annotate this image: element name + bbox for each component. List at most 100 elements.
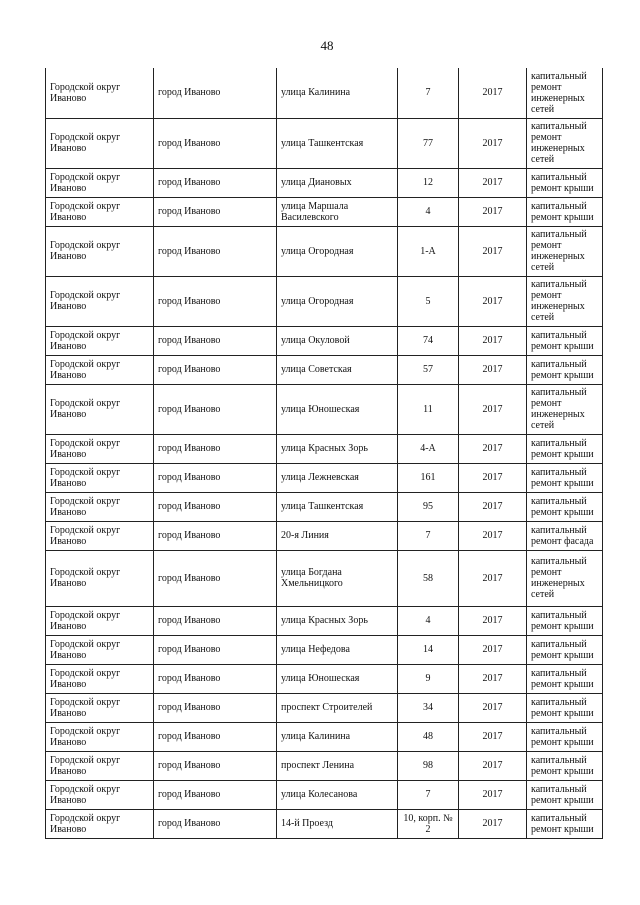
cell-street: проспект Ленина xyxy=(276,750,398,781)
cell-work: капитальный ремонт крыши xyxy=(526,779,603,810)
cell-district: Городской округ Иваново xyxy=(45,354,154,385)
cell-district: Городской округ Иваново xyxy=(45,549,154,607)
cell-year: 2017 xyxy=(458,433,527,464)
cell-work: капитальный ремонт крыши xyxy=(526,354,603,385)
cell-work: капитальный ремонт крыши xyxy=(526,491,603,522)
cell-district: Городской округ Иваново xyxy=(45,383,154,435)
cell-street: улица Калинина xyxy=(276,721,398,752)
cell-street: улица Красных Зорь xyxy=(276,605,398,636)
cell-year: 2017 xyxy=(458,750,527,781)
cell-work: капитальный ремонт инженерных сетей xyxy=(526,549,603,607)
cell-house: 11 xyxy=(397,383,459,435)
table-row: Городской округ Иваново город Иваново улиц… xyxy=(45,779,603,810)
cell-district: Городской округ Иваново xyxy=(45,433,154,464)
table-row: Городской округ Иваново город Иваново улиц… xyxy=(45,167,603,198)
table-row: Городской округ Иваново город Иваново улиц… xyxy=(45,383,603,435)
table-row: Городской округ Иваново город Иваново улиц… xyxy=(45,117,603,169)
cell-city: город Иваново xyxy=(153,808,277,839)
cell-work: капитальный ремонт крыши xyxy=(526,808,603,839)
cell-house: 7 xyxy=(397,779,459,810)
cell-street: улица Юношеская xyxy=(276,663,398,694)
table-row: Городской округ Иваново город Иваново 14-й… xyxy=(45,808,603,839)
cell-house: 77 xyxy=(397,117,459,169)
cell-house: 74 xyxy=(397,325,459,356)
cell-city: город Иваново xyxy=(153,167,277,198)
cell-city: город Иваново xyxy=(153,325,277,356)
cell-house: 12 xyxy=(397,167,459,198)
cell-work: капитальный ремонт крыши xyxy=(526,167,603,198)
cell-work: капитальный ремонт инженерных сетей xyxy=(526,383,603,435)
cell-city: город Иваново xyxy=(153,117,277,169)
table-row: Городской округ Иваново город Иваново улиц… xyxy=(45,549,603,607)
cell-city: город Иваново xyxy=(153,779,277,810)
cell-district: Городской округ Иваново xyxy=(45,68,154,119)
cell-year: 2017 xyxy=(458,68,527,119)
cell-year: 2017 xyxy=(458,808,527,839)
cell-district: Городской округ Иваново xyxy=(45,605,154,636)
cell-house: 95 xyxy=(397,491,459,522)
table-row: Городской округ Иваново город Иваново прос… xyxy=(45,750,603,781)
cell-work: капитальный ремонт инженерных сетей xyxy=(526,275,603,327)
cell-year: 2017 xyxy=(458,117,527,169)
cell-district: Городской округ Иваново xyxy=(45,325,154,356)
cell-street: улица Огородная xyxy=(276,275,398,327)
table-row: Городской округ Иваново город Иваново улиц… xyxy=(45,68,603,119)
cell-year: 2017 xyxy=(458,383,527,435)
cell-year: 2017 xyxy=(458,634,527,665)
cell-work: капитальный ремонт крыши xyxy=(526,433,603,464)
table-row: Городской округ Иваново город Иваново улиц… xyxy=(45,325,603,356)
cell-year: 2017 xyxy=(458,549,527,607)
cell-year: 2017 xyxy=(458,462,527,493)
cell-work: капитальный ремонт крыши xyxy=(526,634,603,665)
cell-street: улица Окуловой xyxy=(276,325,398,356)
cell-work: капитальный ремонт крыши xyxy=(526,325,603,356)
cell-house: 5 xyxy=(397,275,459,327)
table-row: Городской округ Иваново город Иваново улиц… xyxy=(45,433,603,464)
cell-year: 2017 xyxy=(458,663,527,694)
table-row: Городской округ Иваново город Иваново улиц… xyxy=(45,225,603,277)
cell-district: Городской округ Иваново xyxy=(45,520,154,551)
cell-city: город Иваново xyxy=(153,605,277,636)
cell-city: город Иваново xyxy=(153,354,277,385)
table-row: Городской округ Иваново город Иваново улиц… xyxy=(45,491,603,522)
cell-street: улица Богдана Хмельницкого xyxy=(276,549,398,607)
cell-street: улица Диановых xyxy=(276,167,398,198)
cell-work: капитальный ремонт инженерных сетей xyxy=(526,117,603,169)
cell-work: капитальный ремонт крыши xyxy=(526,721,603,752)
cell-house: 57 xyxy=(397,354,459,385)
table-row: Городской округ Иваново город Иваново улиц… xyxy=(45,354,603,385)
cell-house: 161 xyxy=(397,462,459,493)
cell-city: город Иваново xyxy=(153,383,277,435)
cell-house: 14 xyxy=(397,634,459,665)
cell-street: 14-й Проезд xyxy=(276,808,398,839)
cell-street: 20-я Линия xyxy=(276,520,398,551)
cell-street: улица Советская xyxy=(276,354,398,385)
cell-district: Городской округ Иваново xyxy=(45,225,154,277)
cell-district: Городской округ Иваново xyxy=(45,750,154,781)
cell-street: улица Колесанова xyxy=(276,779,398,810)
cell-street: улица Лежневская xyxy=(276,462,398,493)
cell-year: 2017 xyxy=(458,721,527,752)
cell-work: капитальный ремонт инженерных сетей xyxy=(526,225,603,277)
cell-street: улица Красных Зорь xyxy=(276,433,398,464)
table-row: Городской округ Иваново город Иваново улиц… xyxy=(45,663,603,694)
cell-city: город Иваново xyxy=(153,68,277,119)
cell-year: 2017 xyxy=(458,325,527,356)
cell-city: город Иваново xyxy=(153,196,277,227)
cell-city: город Иваново xyxy=(153,520,277,551)
cell-year: 2017 xyxy=(458,196,527,227)
cell-district: Городской округ Иваново xyxy=(45,634,154,665)
cell-street: улица Маршала Василевского xyxy=(276,196,398,227)
cell-work: капитальный ремонт крыши xyxy=(526,663,603,694)
cell-work: капитальный ремонт фасада xyxy=(526,520,603,551)
table-row: Городской округ Иваново город Иваново улиц… xyxy=(45,721,603,752)
cell-work: капитальный ремонт крыши xyxy=(526,750,603,781)
cell-city: город Иваново xyxy=(153,634,277,665)
cell-district: Городской округ Иваново xyxy=(45,462,154,493)
cell-city: город Иваново xyxy=(153,433,277,464)
cell-street: улица Огородная xyxy=(276,225,398,277)
cell-house: 9 xyxy=(397,663,459,694)
cell-work: капитальный ремонт крыши xyxy=(526,462,603,493)
cell-district: Городской округ Иваново xyxy=(45,808,154,839)
cell-city: город Иваново xyxy=(153,692,277,723)
